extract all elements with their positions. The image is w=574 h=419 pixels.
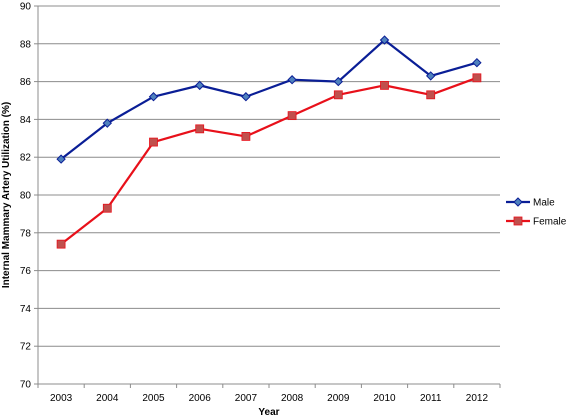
data-point-male — [56, 154, 66, 164]
y-tick-label: 88 — [20, 39, 32, 50]
y-tick-labels: 70 72 74 76 78 80 82 84 86 88 90 — [20, 2, 32, 391]
legend-item-male: Male — [506, 197, 555, 209]
legend-marker — [513, 197, 523, 207]
data-point-female — [102, 203, 112, 213]
series-male — [56, 35, 482, 164]
y-tick-label: 82 — [20, 153, 32, 164]
legend-item-female: Female — [506, 217, 567, 228]
data-point-male — [333, 76, 344, 87]
x-tick-label: 2009 — [327, 393, 350, 404]
x-axis-title: Year — [258, 407, 279, 418]
legend-marker — [513, 216, 523, 226]
legend: Male Female — [506, 197, 567, 228]
data-point-female — [287, 111, 297, 121]
data-point-female — [426, 90, 436, 100]
y-tick-label: 70 — [20, 380, 32, 391]
data-point-female — [195, 124, 205, 134]
data-point-female — [149, 137, 158, 147]
y-tick-label: 80 — [20, 191, 32, 202]
x-tick-label: 2003 — [50, 393, 73, 404]
y-tick-label: 90 — [20, 2, 32, 13]
data-point-female — [380, 80, 389, 90]
series-line-female — [60, 76, 478, 246]
y-tick-label: 84 — [20, 115, 32, 126]
series-group — [56, 35, 482, 249]
x-tick-label: 2006 — [189, 393, 212, 404]
x-tick-label: 2008 — [281, 393, 304, 404]
data-point-female — [333, 90, 343, 100]
series-line-male — [60, 38, 478, 160]
data-point-male — [194, 80, 205, 91]
data-point-male — [472, 57, 482, 68]
axes — [37, 6, 500, 385]
data-point-male — [241, 92, 251, 102]
y-axis-title: Internal Mammary Artery Utilization (%) — [1, 102, 12, 288]
y-tick-label: 72 — [20, 342, 32, 353]
x-tick-label: 2010 — [373, 393, 396, 404]
x-tick-label: 2005 — [142, 393, 165, 404]
gridlines — [34, 5, 501, 388]
y-tick-label: 86 — [20, 77, 32, 88]
legend-label: Male — [533, 198, 555, 209]
data-point-male — [287, 75, 297, 85]
data-point-male — [425, 71, 436, 81]
data-point-male — [379, 35, 390, 45]
legend-label: Female — [533, 217, 567, 228]
data-point-male — [148, 92, 159, 102]
x-tick-label: 2012 — [466, 393, 489, 404]
x-tick-label: 2011 — [420, 393, 442, 404]
y-tick-label: 76 — [20, 266, 32, 277]
y-tick-label: 78 — [20, 228, 32, 239]
data-point-female — [241, 132, 251, 141]
data-point-female — [56, 239, 66, 249]
series-female — [56, 73, 482, 249]
data-point-female — [472, 73, 482, 83]
x-tick-label: 2004 — [96, 393, 119, 404]
x-tick-label: 2007 — [235, 393, 258, 404]
y-tick-label: 74 — [20, 304, 32, 315]
data-point-male — [102, 118, 113, 128]
x-tick-labels: 2003 2004 2005 2006 2007 2008 2009 2010 2011 2012 — [50, 393, 488, 404]
